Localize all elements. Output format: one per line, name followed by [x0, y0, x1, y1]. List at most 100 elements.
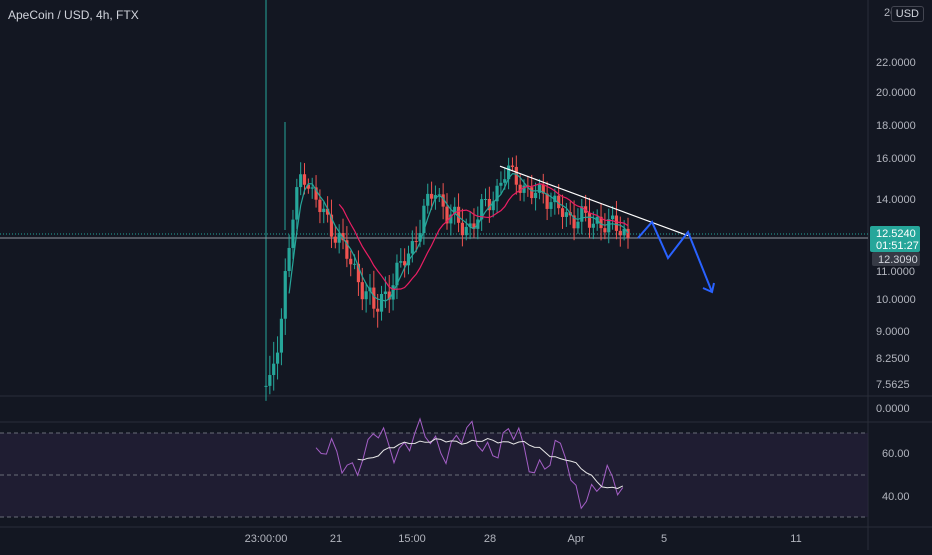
fast-moving-average — [288, 172, 629, 302]
candle-body — [449, 214, 453, 224]
candle-body — [403, 261, 407, 266]
candle-body — [299, 174, 303, 188]
time-tick-label: 15:00 — [398, 533, 426, 545]
candle-body — [499, 182, 503, 186]
candle-body — [533, 192, 538, 199]
candle-body — [337, 232, 341, 243]
candle-body — [406, 253, 411, 266]
candle-body — [610, 215, 615, 220]
candle-body — [618, 230, 622, 236]
candle-body — [587, 212, 592, 228]
candle-body — [472, 223, 476, 229]
candle-body — [352, 263, 357, 265]
candle-body — [614, 215, 619, 231]
currency-label: USD — [895, 8, 919, 20]
candle-body — [453, 206, 457, 215]
current-price-value: 12.5240 — [876, 228, 916, 240]
candle-body — [557, 195, 561, 209]
candle-body — [318, 199, 322, 213]
candle-body — [460, 222, 465, 236]
candle-body — [480, 199, 484, 220]
candle-body — [379, 294, 384, 312]
rsi-tick-label: 60.00 — [882, 448, 910, 460]
candle-body — [591, 223, 595, 228]
candle-body — [503, 179, 507, 183]
candle-body — [541, 184, 545, 194]
candle-body — [468, 223, 472, 227]
candle-body — [487, 198, 491, 211]
candle-body — [283, 271, 287, 319]
time-tick-label: 23:00:00 — [245, 533, 288, 545]
candle-body — [349, 258, 353, 265]
candle-body — [560, 208, 565, 217]
projection-arrowhead — [702, 282, 715, 294]
time-tick-label: 11 — [790, 533, 801, 545]
candle-body — [456, 206, 461, 223]
candle-body — [429, 193, 434, 199]
price-tick-label: 18.0000 — [876, 120, 916, 132]
price-tick-label: 7.5625 — [876, 379, 910, 391]
currency-button[interactable]: USD — [890, 6, 924, 22]
candle-body — [383, 291, 387, 295]
price-tick-label: 0.0000 — [876, 403, 910, 415]
candle-body — [275, 352, 280, 364]
candle-body — [626, 228, 630, 238]
price-tick-label: 22.0000 — [876, 57, 916, 69]
candle-body — [364, 291, 368, 300]
rsi-line — [315, 417, 624, 510]
candle-body — [264, 385, 268, 387]
candle-body — [530, 187, 534, 199]
candle-body — [507, 165, 511, 180]
candle-body — [483, 198, 488, 200]
candle-body — [576, 221, 580, 229]
candle-body — [326, 208, 330, 215]
candle-body — [622, 228, 626, 236]
candle-body — [518, 184, 522, 193]
candle-body — [537, 184, 542, 193]
time-tick-label: 5 — [661, 533, 667, 545]
candle-body — [549, 202, 553, 209]
candle-body — [376, 308, 380, 312]
candle-body — [310, 187, 314, 189]
candle-body — [603, 228, 607, 233]
candle-body — [287, 247, 291, 272]
candle-body — [418, 233, 422, 242]
time-tick-label: 21 — [330, 533, 342, 545]
countdown-value: 01:51:27 — [876, 240, 919, 252]
price-tick-label: 10.0000 — [876, 294, 916, 306]
price-tick-label: 11.0000 — [876, 266, 915, 278]
rsi-tick-label: 40.00 — [882, 491, 910, 503]
rsi-moving-average — [357, 437, 624, 490]
symbol-title: ApeCoin / USD, 4h, FTX — [8, 8, 139, 22]
candle-body — [607, 219, 611, 233]
candle-body — [345, 240, 349, 259]
crosshair-price-value: 12.3090 — [878, 254, 918, 266]
candle-body — [333, 236, 337, 243]
candle-body — [322, 208, 326, 213]
candle-body — [564, 212, 568, 217]
candle-body — [279, 318, 284, 353]
candle-body — [295, 187, 299, 220]
price-tick-label: 8.2500 — [876, 353, 910, 365]
candle-body — [399, 261, 403, 263]
candle-body — [495, 185, 499, 202]
time-tick-label: 28 — [484, 533, 496, 545]
crosshair-price-badge — [872, 252, 920, 266]
candle-body — [291, 219, 295, 248]
time-tick-label: Apr — [567, 533, 584, 545]
candle-body — [599, 216, 603, 229]
candle-body — [580, 206, 584, 222]
candle-body — [522, 185, 526, 193]
price-tick-label: 14.0000 — [876, 194, 916, 206]
candle-body — [572, 215, 576, 229]
candle-body — [414, 241, 418, 243]
candle-body — [360, 282, 364, 300]
candle-body — [441, 194, 445, 207]
price-tick-label: 9.0000 — [876, 326, 910, 338]
candle-body — [272, 363, 276, 376]
candle-body — [422, 205, 426, 234]
candle-body — [395, 262, 399, 286]
candle-body — [510, 165, 515, 167]
